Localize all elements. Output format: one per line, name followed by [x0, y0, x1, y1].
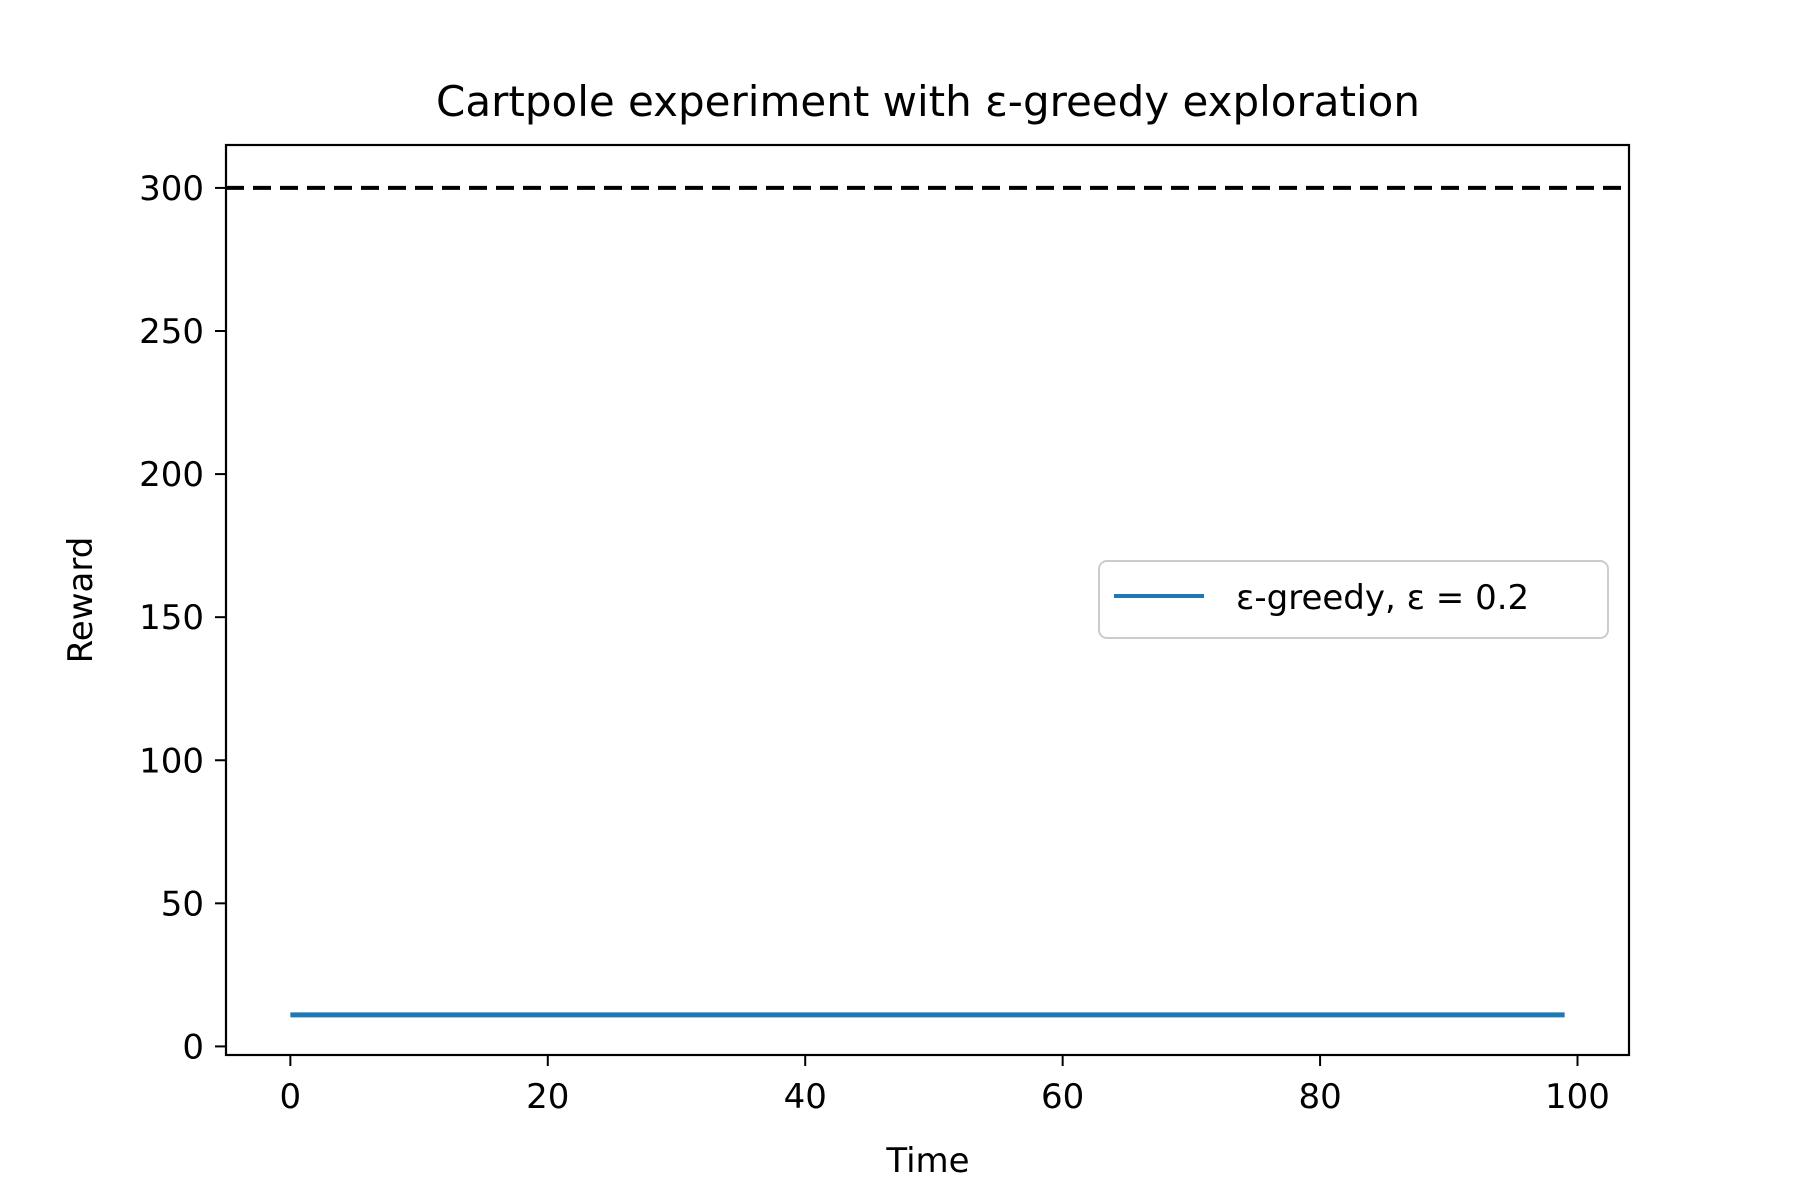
- legend-label: ε-greedy, ε = 0.2: [1236, 578, 1529, 618]
- y-tick-label: 250: [139, 312, 204, 352]
- x-tick-label: 100: [1545, 1077, 1610, 1117]
- legend-box: [1098, 560, 1609, 639]
- x-tick-label: 0: [280, 1077, 302, 1117]
- y-tick-label: 0: [182, 1027, 204, 1067]
- y-axis: 0 50 100 150 200 250 300: [139, 169, 226, 1067]
- y-tick-label: 50: [161, 884, 204, 924]
- axes-frame: [224, 143, 1631, 1057]
- x-tick-label: 80: [1298, 1077, 1341, 1117]
- y-tick-label: 300: [139, 169, 204, 209]
- chart-title: Cartpole experiment with ε-greedy explor…: [436, 77, 1420, 126]
- legend: ε-greedy, ε = 0.2: [1098, 560, 1609, 639]
- x-tick-label: 40: [784, 1077, 827, 1117]
- y-tick-label: 200: [139, 455, 204, 495]
- y-tick-label: 100: [139, 741, 204, 781]
- x-tick-label: 20: [526, 1077, 569, 1117]
- plot-area: [226, 185, 1629, 1018]
- x-axis: 0 20 40 60 80 100: [280, 1055, 1610, 1117]
- x-tick-label: 60: [1041, 1077, 1084, 1117]
- y-tick-label: 150: [139, 598, 204, 638]
- y-axis-label: Reward: [61, 537, 101, 664]
- x-axis-label: Time: [885, 1141, 969, 1181]
